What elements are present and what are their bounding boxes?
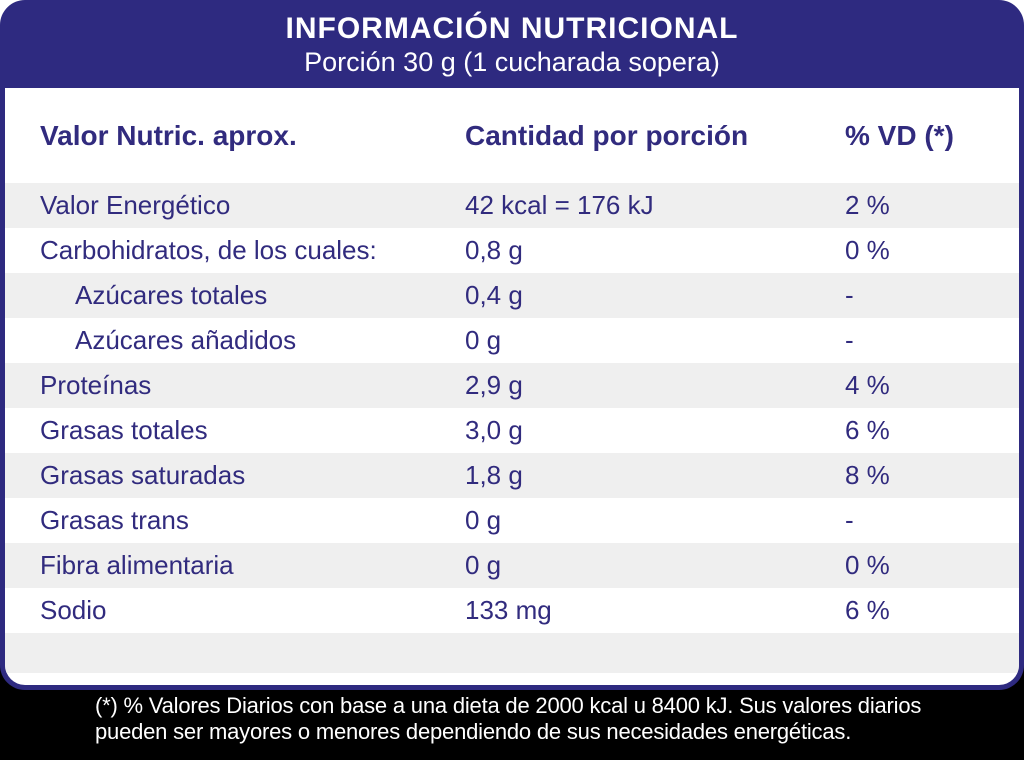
nutrient-amount: 1,8 g (465, 460, 523, 490)
label-title: INFORMACIÓN NUTRICIONAL (285, 12, 739, 45)
empty-row (5, 633, 1019, 673)
nutrient-daily-value: - (845, 325, 854, 355)
table-row: Grasas trans 0 g - (5, 498, 1019, 543)
table-row: Azúcares totales 0,4 g - (5, 273, 1019, 318)
nutrient-daily-value: 4 % (845, 370, 890, 400)
nutrient-name: Grasas saturadas (40, 460, 246, 490)
table-row: Proteínas 2,9 g 4 % (5, 363, 1019, 408)
table-row: Grasas totales 3,0 g 6 % (5, 408, 1019, 453)
nutrient-amount: 0 g (465, 505, 502, 535)
footnote-line-1: (*) % Valores Diarios con base a una die… (95, 693, 922, 718)
nutrient-daily-value: 6 % (845, 595, 890, 625)
nutrient-name: Grasas totales (40, 415, 208, 445)
nutrition-table: Valor Nutric. aprox. Cantidad por porció… (0, 88, 1024, 690)
column-header-amount: Cantidad por porción (465, 119, 749, 151)
nutrient-amount: 0,8 g (465, 235, 523, 265)
table-row: Carbohidratos, de los cuales: 0,8 g 0 % (5, 228, 1019, 273)
nutrient-name: Valor Energético (40, 190, 231, 220)
column-header-nutrient: Valor Nutric. aprox. (40, 119, 297, 151)
nutrient-daily-value: 6 % (845, 415, 890, 445)
label-header: INFORMACIÓN NUTRICIONAL Porción 30 g (1 … (0, 0, 1024, 88)
nutrient-amount: 0 g (465, 550, 502, 580)
nutrient-name: Azúcares añadidos (75, 325, 297, 355)
column-header-daily-value: % VD (*) (845, 119, 954, 151)
table-row: Fibra alimentaria 0 g 0 % (5, 543, 1019, 588)
nutrient-amount: 42 kcal = 176 kJ (465, 190, 654, 220)
nutrient-daily-value: 0 % (845, 550, 890, 580)
nutrient-daily-value: 0 % (845, 235, 890, 265)
nutrient-name: Carbohidratos, de los cuales: (40, 235, 377, 265)
table-rows: Valor Energético 42 kcal = 176 kJ 2 % Ca… (5, 183, 1019, 633)
footnote-line-2: pueden ser mayores o menores dependiendo… (95, 719, 852, 744)
nutrient-amount: 133 mg (465, 595, 552, 625)
nutrient-amount: 3,0 g (465, 415, 523, 445)
table-row: Valor Energético 42 kcal = 176 kJ 2 % (5, 183, 1019, 228)
nutrient-name: Proteínas (40, 370, 152, 400)
nutrient-daily-value: - (845, 280, 854, 310)
nutrient-name: Fibra alimentaria (40, 550, 234, 580)
nutrient-daily-value: 8 % (845, 460, 890, 490)
nutrient-daily-value: 2 % (845, 190, 890, 220)
nutrient-amount: 0 g (465, 325, 502, 355)
table-row: Sodio 133 mg 6 % (5, 588, 1019, 633)
serving-size: Porción 30 g (1 cucharada sopera) (304, 47, 720, 77)
nutrient-name: Azúcares totales (75, 280, 268, 310)
nutrient-daily-value: - (845, 505, 854, 535)
nutrient-name: Sodio (40, 595, 107, 625)
daily-values-footnote: (*) % Valores Diarios con base a una die… (95, 693, 921, 745)
nutrient-amount: 0,4 g (465, 280, 523, 310)
table-header-row: Valor Nutric. aprox. Cantidad por porció… (5, 88, 1019, 183)
table-row: Grasas saturadas 1,8 g 8 % (5, 453, 1019, 498)
label-card: INFORMACIÓN NUTRICIONAL Porción 30 g (1 … (0, 0, 1024, 690)
table-row: Azúcares añadidos 0 g - (5, 318, 1019, 363)
nutrient-amount: 2,9 g (465, 370, 523, 400)
nutrient-name: Grasas trans (40, 505, 189, 535)
